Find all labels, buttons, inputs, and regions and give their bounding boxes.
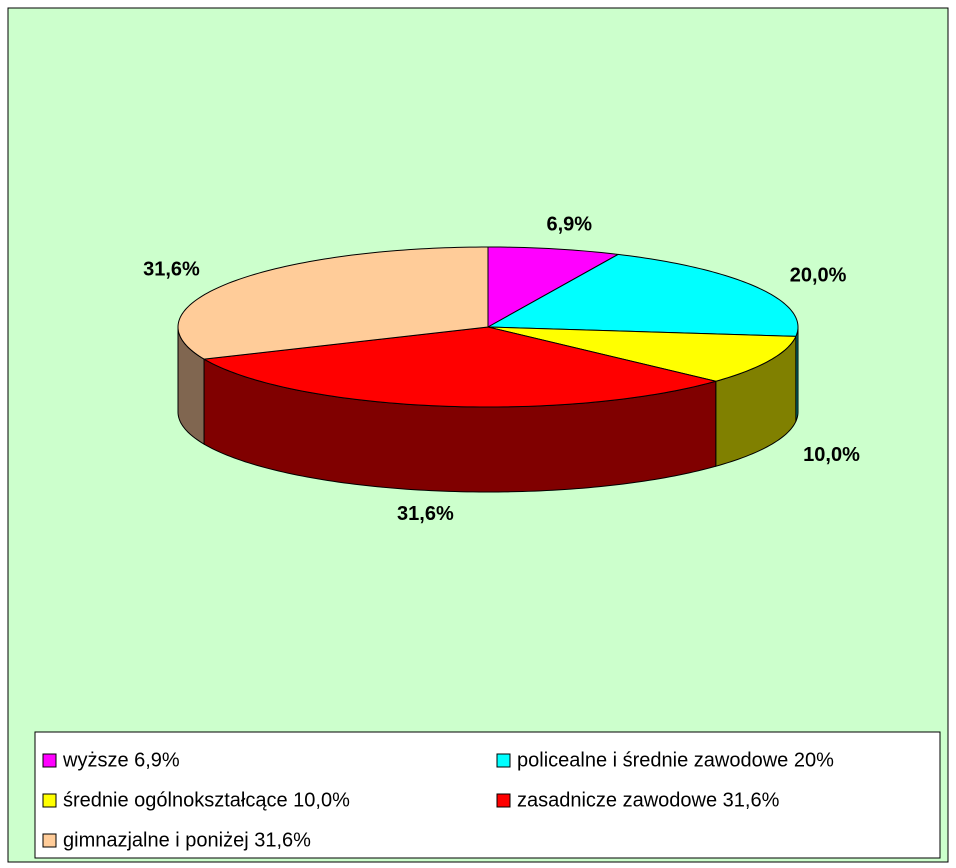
pie-slice: [487, 326, 797, 382]
data-label: 6,9%: [546, 214, 592, 236]
data-label: 10,0%: [803, 444, 860, 466]
legend-swatch: [42, 753, 57, 768]
data-label: 31,6%: [143, 258, 200, 280]
legend-box: [34, 731, 941, 859]
pie-slice: [177, 246, 489, 360]
legend-swatch: [496, 753, 511, 768]
legend-label: gimnazjalne i poniżej 31,6%: [63, 829, 311, 851]
legend-swatch: [496, 793, 511, 808]
legend-label: wyższe 6,9%: [62, 749, 180, 771]
pie-slice: [486, 253, 799, 337]
data-label: 31,6%: [397, 503, 454, 525]
legend-label: zasadnicze zawodowe 31,6%: [517, 789, 780, 811]
pie-slice: [487, 246, 620, 328]
legend-swatch: [42, 833, 57, 848]
data-label: 20,0%: [790, 265, 847, 287]
legend-label: policealne i średnie zawodowe 20%: [517, 749, 834, 771]
legend-label: średnie ogólnokształcące 10,0%: [63, 789, 350, 811]
pie-slice: [202, 326, 716, 408]
legend-swatch: [42, 793, 57, 808]
